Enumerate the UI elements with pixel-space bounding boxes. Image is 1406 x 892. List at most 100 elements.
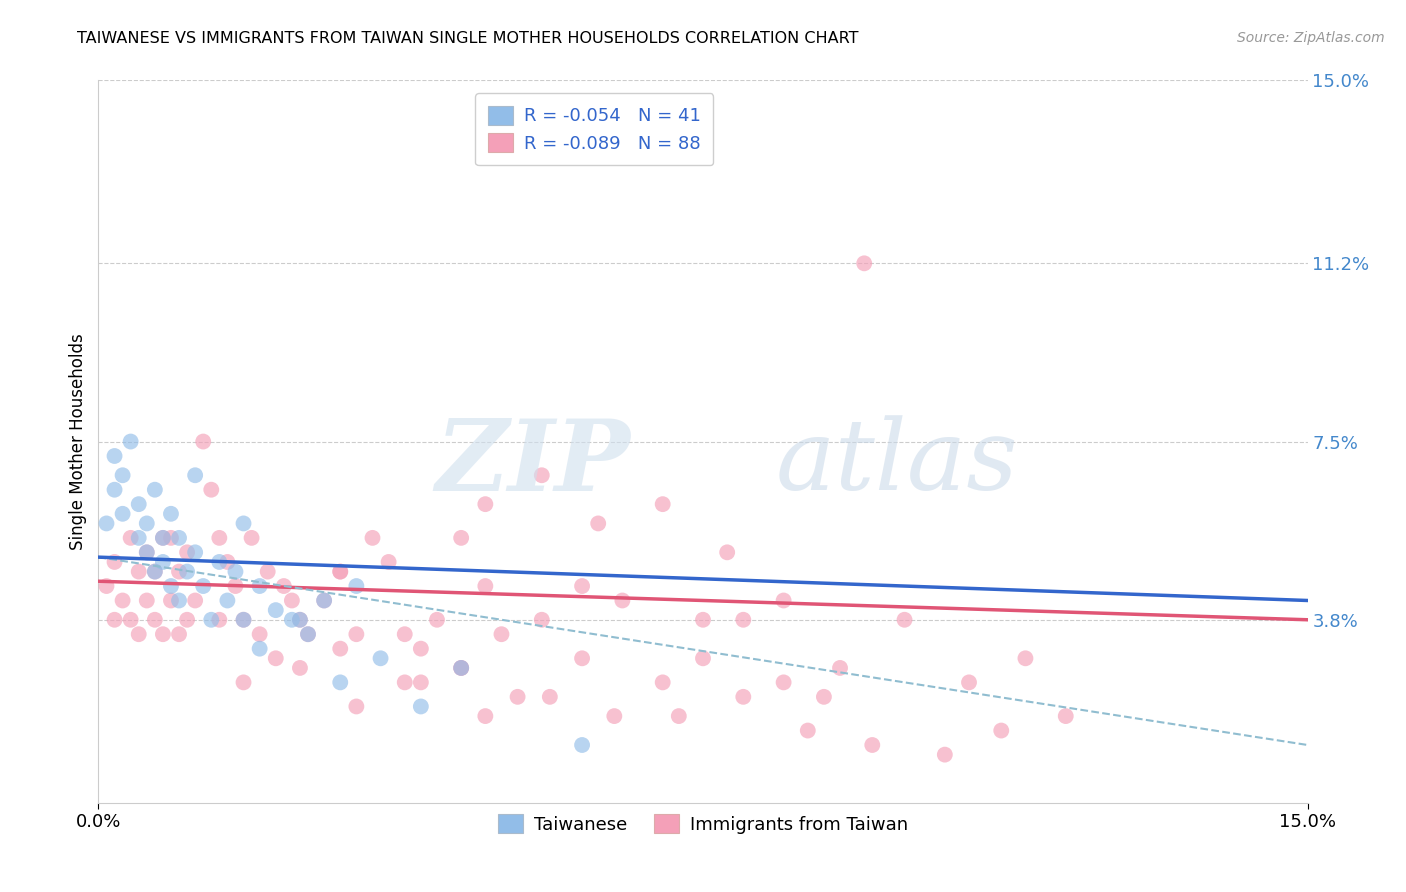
Point	[103, 613, 125, 627]
Point	[184, 468, 207, 483]
Point	[232, 613, 254, 627]
Point	[135, 516, 157, 531]
Point	[193, 434, 215, 449]
Point	[344, 699, 367, 714]
Point	[167, 593, 190, 607]
Point	[256, 565, 278, 579]
Point	[530, 613, 553, 627]
Point	[288, 661, 311, 675]
Point	[297, 627, 319, 641]
Point	[957, 675, 980, 690]
Point	[329, 641, 352, 656]
Point	[571, 738, 593, 752]
Point	[860, 738, 883, 752]
Point	[506, 690, 529, 704]
Point	[314, 593, 336, 607]
Point	[288, 613, 311, 627]
Point	[103, 483, 125, 497]
Point	[232, 613, 254, 627]
Point	[538, 690, 561, 704]
Point	[217, 555, 239, 569]
Point	[160, 579, 183, 593]
Point	[692, 651, 714, 665]
Point	[813, 690, 835, 704]
Point	[651, 675, 673, 690]
Point	[668, 709, 690, 723]
Point	[200, 613, 222, 627]
Point	[733, 690, 755, 704]
Point	[377, 555, 399, 569]
Legend: Taiwanese, Immigrants from Taiwan: Taiwanese, Immigrants from Taiwan	[491, 807, 915, 841]
Point	[264, 603, 287, 617]
Point	[651, 497, 673, 511]
Point	[733, 613, 755, 627]
Point	[135, 545, 157, 559]
Point	[208, 531, 231, 545]
Point	[111, 468, 134, 483]
Point	[361, 531, 384, 545]
Point	[128, 627, 150, 641]
Point	[450, 661, 472, 675]
Point	[571, 651, 593, 665]
Point	[152, 627, 174, 641]
Point	[128, 565, 150, 579]
Point	[152, 555, 174, 569]
Point	[135, 545, 157, 559]
Point	[571, 579, 593, 593]
Point	[135, 593, 157, 607]
Point	[409, 641, 432, 656]
Point	[314, 593, 336, 607]
Point	[249, 641, 271, 656]
Point	[143, 565, 166, 579]
Point	[772, 675, 794, 690]
Point	[474, 497, 496, 511]
Point	[797, 723, 820, 738]
Point	[200, 483, 222, 497]
Point	[176, 565, 198, 579]
Point	[224, 579, 246, 593]
Point	[96, 579, 118, 593]
Text: Source: ZipAtlas.com: Source: ZipAtlas.com	[1237, 31, 1385, 45]
Point	[716, 545, 738, 559]
Point	[426, 613, 449, 627]
Point	[167, 565, 190, 579]
Point	[893, 613, 915, 627]
Point	[853, 256, 876, 270]
Point	[152, 531, 174, 545]
Point	[249, 579, 271, 593]
Y-axis label: Single Mother Households: Single Mother Households	[69, 334, 87, 549]
Point	[217, 593, 239, 607]
Point	[603, 709, 626, 723]
Point	[828, 661, 851, 675]
Point	[772, 593, 794, 607]
Point	[990, 723, 1012, 738]
Point	[111, 593, 134, 607]
Point	[232, 675, 254, 690]
Point	[344, 627, 367, 641]
Point	[450, 661, 472, 675]
Point	[491, 627, 513, 641]
Point	[450, 531, 472, 545]
Point	[120, 613, 142, 627]
Point	[184, 545, 207, 559]
Point	[409, 699, 432, 714]
Point	[586, 516, 609, 531]
Point	[143, 483, 166, 497]
Point	[474, 579, 496, 593]
Point	[208, 555, 231, 569]
Point	[167, 531, 190, 545]
Point	[128, 497, 150, 511]
Point	[152, 531, 174, 545]
Point	[160, 531, 183, 545]
Text: ZIP: ZIP	[436, 415, 630, 511]
Point	[409, 675, 432, 690]
Point	[450, 661, 472, 675]
Point	[281, 613, 304, 627]
Point	[1014, 651, 1036, 665]
Point	[103, 449, 125, 463]
Point	[176, 545, 198, 559]
Point	[232, 516, 254, 531]
Point	[370, 651, 392, 665]
Point	[193, 579, 215, 593]
Point	[394, 675, 416, 690]
